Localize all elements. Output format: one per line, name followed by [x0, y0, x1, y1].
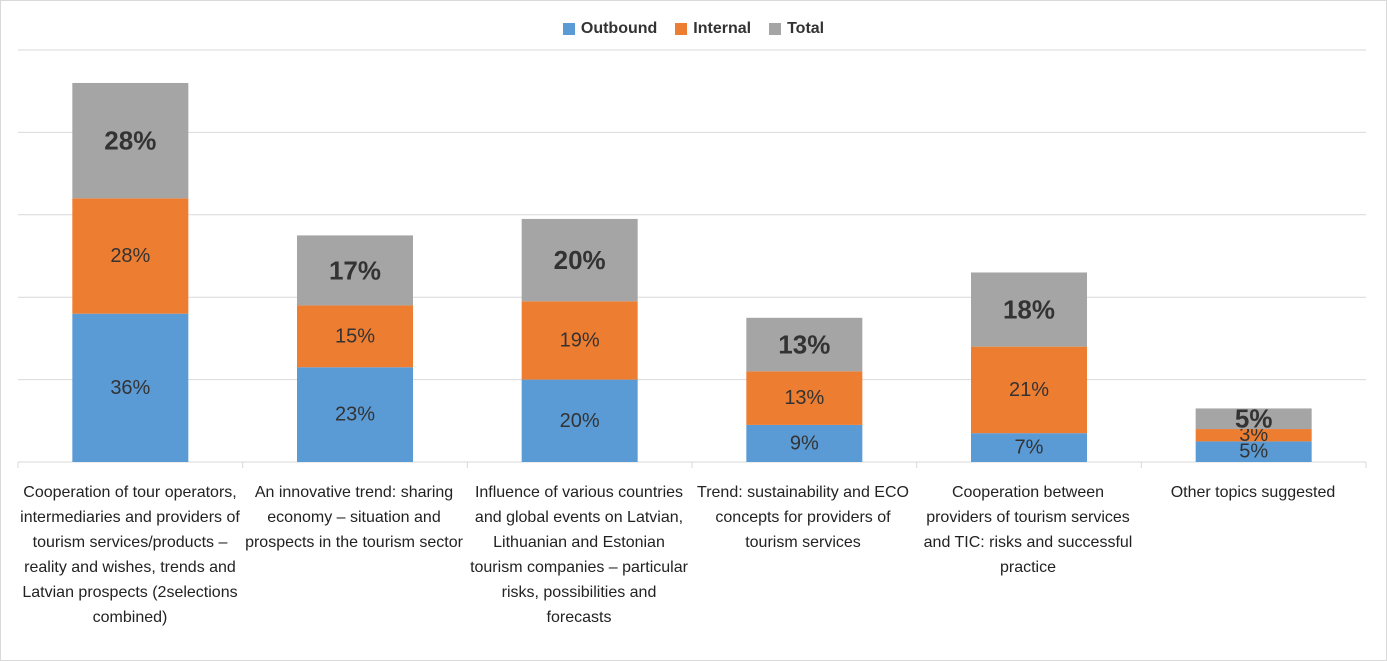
legend-item-outbound: Outbound [562, 20, 658, 38]
legend-label-internal: Internal [693, 20, 752, 37]
category-label: Cooperation between providers of tourism… [923, 484, 1133, 576]
bar-internal [72, 198, 189, 314]
bar-outbound [297, 367, 413, 462]
data-label-total: 28% [104, 126, 156, 156]
bar-internal [746, 371, 863, 425]
data-label-internal: 28% [110, 245, 150, 267]
bar-total [971, 272, 1087, 347]
bar-outbound [971, 433, 1087, 462]
category-label: An innovative trend: sharing economy – s… [245, 484, 463, 551]
data-label-total: 18% [1003, 295, 1055, 325]
legend: Outbound Internal Total [0, 20, 1387, 38]
data-label-total: 13% [778, 330, 830, 360]
data-label-internal: 13% [784, 387, 824, 409]
category-label: Influence of various countries and globa… [470, 484, 688, 626]
bar-total [746, 317, 863, 372]
bar-internal [297, 305, 413, 368]
data-label-outbound: 9% [790, 432, 819, 454]
data-label-outbound: 5% [1239, 441, 1268, 463]
data-label-total: 17% [329, 255, 381, 285]
legend-label-outbound: Outbound [580, 20, 658, 37]
bar-total [1195, 408, 1312, 430]
legend-swatch-outbound [562, 23, 575, 35]
bar-outbound [72, 313, 189, 462]
category-label: Cooperation of tour operators, intermedi… [20, 484, 240, 626]
category-label: Other topics suggested [1170, 484, 1336, 501]
data-label-outbound: 36% [110, 377, 150, 399]
legend-item-internal: Internal [675, 20, 751, 38]
data-label-internal: 3% [1239, 424, 1268, 446]
legend-swatch-internal [675, 23, 688, 35]
data-label-internal: 21% [1009, 379, 1049, 401]
legend-item-total: Total [769, 20, 824, 38]
bar-outbound [746, 424, 863, 462]
bar-total [72, 82, 189, 199]
data-label-outbound: 23% [335, 404, 375, 426]
category-label: Trend: sustainability and ECO concepts f… [697, 484, 909, 551]
bar-internal [521, 301, 638, 380]
legend-label-total: Total [787, 20, 825, 37]
bar-outbound [1195, 441, 1312, 462]
data-label-internal: 19% [560, 329, 600, 351]
legend-swatch-total [769, 23, 782, 35]
bar-total [297, 235, 413, 306]
bar-outbound [521, 379, 638, 462]
data-label-outbound: 7% [1015, 437, 1044, 459]
bar-internal [1195, 429, 1312, 442]
data-label-outbound: 20% [560, 410, 600, 432]
data-label-total: 5% [1235, 404, 1273, 434]
data-label-internal: 15% [335, 325, 375, 347]
data-label-total: 20% [554, 245, 606, 275]
bar-total [521, 218, 638, 302]
bar-internal [971, 346, 1087, 434]
